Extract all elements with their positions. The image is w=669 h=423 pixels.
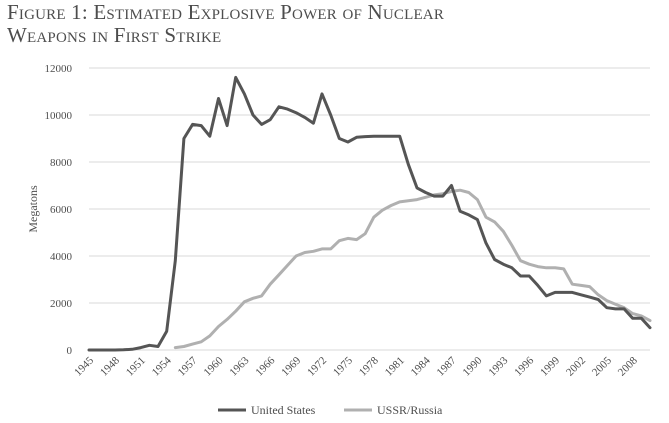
x-tick-label-1963: 1963 <box>227 354 251 378</box>
x-tick-label-1945: 1945 <box>72 354 96 378</box>
y-axis-label: Megatons <box>26 185 40 233</box>
y-tick-label-4000: 4000 <box>50 251 73 263</box>
legend-label-ussr-russia: USSR/Russia <box>377 403 443 417</box>
x-tick-label-2008: 2008 <box>616 354 640 378</box>
y-tick-label-8000: 8000 <box>50 157 73 169</box>
chart-title-line-1: Figure 1: Estimated Explosive Power of N… <box>7 0 445 24</box>
y-axis-ticks: 0 2000 4000 6000 8000 10000 12000 <box>45 63 73 357</box>
x-tick-label-1981: 1981 <box>383 355 407 379</box>
x-tick-label-1951: 1951 <box>124 355 148 379</box>
x-tick-label-2002: 2002 <box>564 355 588 379</box>
x-tick-label-1954: 1954 <box>150 354 174 378</box>
gridlines <box>89 67 650 351</box>
x-tick-label-1984: 1984 <box>409 354 433 378</box>
x-tick-label-1999: 1999 <box>538 354 562 378</box>
legend-label-united-states: United States <box>251 403 316 417</box>
series-line-united-states <box>87 75 652 352</box>
series-line-ussr-russia <box>173 188 652 350</box>
y-tick-label-10000: 10000 <box>45 110 73 122</box>
x-tick-label-2005: 2005 <box>590 354 614 378</box>
series-layer <box>87 75 652 352</box>
x-tick-label-1957: 1957 <box>176 354 200 378</box>
x-tick-label-1978: 1978 <box>357 354 381 378</box>
x-tick-label-1960: 1960 <box>202 354 226 378</box>
x-tick-label-1966: 1966 <box>253 354 277 378</box>
x-axis-ticks: 1945 1948 1951 1954 1957 1960 1963 1966 1969 1972… <box>72 354 640 378</box>
x-tick-label-1996: 1996 <box>512 354 536 378</box>
x-tick-label-1990: 1990 <box>460 354 484 378</box>
y-tick-label-2000: 2000 <box>50 298 73 310</box>
y-tick-label-6000: 6000 <box>50 204 73 216</box>
y-tick-label-0: 0 <box>67 345 73 357</box>
legend: United States USSR/Russia <box>218 403 443 417</box>
x-tick-label-1969: 1969 <box>279 354 303 378</box>
chart-title: Figure 1: Estimated Explosive Power of N… <box>7 1 444 47</box>
x-tick-label-1993: 1993 <box>486 354 510 378</box>
x-tick-label-1987: 1987 <box>435 354 459 378</box>
x-tick-label-1975: 1975 <box>331 354 355 378</box>
y-tick-label-12000: 12000 <box>45 63 73 75</box>
chart-title-line-2: Weapons in First Strike <box>7 23 222 47</box>
x-tick-label-1948: 1948 <box>98 354 122 378</box>
x-tick-label-1972: 1972 <box>305 355 329 379</box>
